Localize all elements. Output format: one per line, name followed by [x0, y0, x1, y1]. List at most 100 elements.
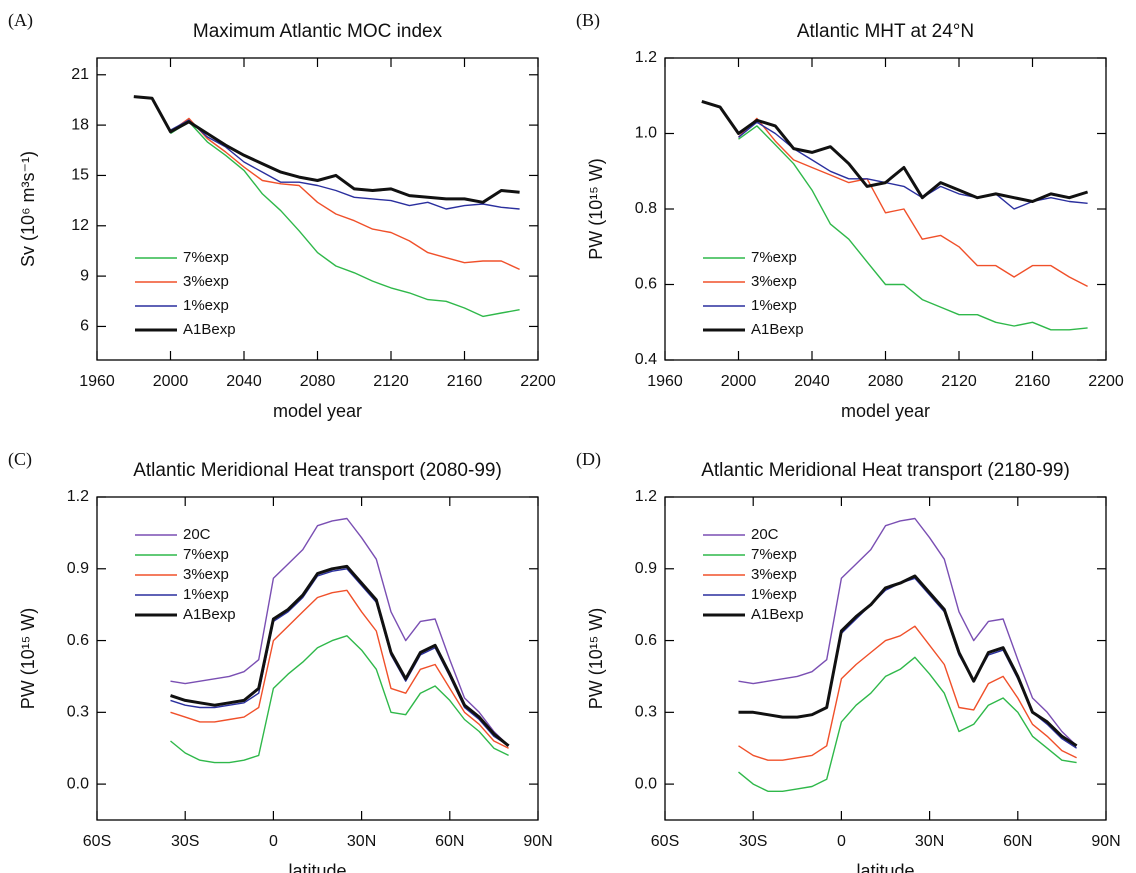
y-tick-label: 0.4 — [635, 351, 657, 368]
legend-label: 20C — [183, 526, 211, 543]
series-line — [170, 635, 509, 764]
plot-frame — [96, 57, 539, 361]
legend-label: 3%exp — [751, 273, 797, 290]
panel-label: (D) — [576, 449, 601, 470]
x-tick-label: 60N — [435, 833, 464, 850]
series-line — [170, 117, 520, 271]
x-tick-label: 0 — [269, 833, 278, 850]
legend-label: A1Bexp — [183, 321, 236, 338]
legend-label: 1%exp — [751, 297, 797, 314]
panel-title: Atlantic MHT at 24°N — [797, 21, 974, 42]
x-tick-label: 90N — [523, 833, 552, 850]
y-tick-label: 0.8 — [635, 200, 657, 217]
plot-frame — [96, 496, 539, 821]
y-tick-label: 0.6 — [635, 276, 657, 293]
series-line — [738, 625, 1077, 761]
panel-label: (B) — [576, 10, 600, 31]
y-tick-label: 6 — [80, 318, 89, 335]
legend-label: A1Bexp — [751, 321, 804, 338]
x-tick-label: 30S — [171, 833, 199, 850]
x-tick-label: 2080 — [868, 373, 904, 390]
legend-label: 3%exp — [751, 566, 797, 583]
panel-title: Atlantic Meridional Heat transport (2080… — [133, 460, 502, 481]
x-tick-label: 2000 — [721, 373, 757, 390]
x-tick-label: 2000 — [153, 373, 189, 390]
x-tick-label: 2120 — [373, 373, 409, 390]
y-tick-label: 15 — [71, 167, 89, 184]
x-axis-label: model year — [841, 401, 930, 421]
y-tick-label: 1.2 — [67, 488, 89, 505]
y-tick-label: 0.6 — [635, 632, 657, 649]
panel-label: (C) — [8, 449, 32, 470]
x-tick-label: 60S — [83, 833, 111, 850]
x-tick-label: 1960 — [79, 373, 115, 390]
legend-label: 7%exp — [183, 546, 229, 563]
x-axis-label: model year — [273, 401, 362, 421]
panel-title: Atlantic Meridional Heat transport (2180… — [701, 460, 1070, 481]
panel-label: (A) — [8, 10, 33, 31]
y-tick-label: 18 — [71, 116, 89, 133]
y-tick-label: 0.3 — [635, 704, 657, 721]
x-axis-label: latitude — [288, 861, 346, 873]
y-tick-label: 1.0 — [635, 125, 657, 142]
x-tick-label: 30S — [739, 833, 767, 850]
legend-label: 20C — [751, 526, 779, 543]
y-tick-label: 0.0 — [635, 775, 657, 792]
panel: (D) Atlantic Meridional Heat transport (2… — [576, 449, 1121, 873]
x-tick-label: 2200 — [1088, 373, 1124, 390]
panel-title: Maximum Atlantic MOC index — [193, 21, 443, 42]
plot-frame — [664, 57, 1107, 361]
series-line — [170, 564, 510, 747]
y-tick-label: 9 — [80, 267, 89, 284]
y-axis-label: Sv (10⁶ m³s⁻¹) — [18, 151, 38, 267]
series-line — [738, 125, 1088, 331]
y-tick-label: 12 — [71, 217, 89, 234]
series-line — [170, 119, 520, 210]
x-tick-label: 2200 — [520, 373, 556, 390]
x-tick-label: 1960 — [647, 373, 683, 390]
x-tick-label: 60N — [1003, 833, 1032, 850]
series-line — [738, 574, 1078, 748]
y-tick-label: 0.9 — [67, 560, 89, 577]
panel: (B) Atlantic MHT at 24°N model year PW (10¹… — [576, 10, 1124, 421]
x-tick-label: 2040 — [226, 373, 262, 390]
series-line — [170, 121, 520, 318]
y-tick-label: 1.2 — [635, 488, 657, 505]
plot-frame — [664, 496, 1107, 821]
panel: (A) Maximum Atlantic MOC index model year S… — [8, 10, 556, 421]
y-tick-label: 21 — [71, 66, 89, 83]
series-line — [170, 517, 510, 747]
series-line — [701, 99, 1089, 203]
y-tick-label: 0.6 — [67, 632, 89, 649]
x-tick-label: 2080 — [300, 373, 336, 390]
legend-label: A1Bexp — [751, 606, 804, 623]
legend-label: A1Bexp — [183, 606, 236, 623]
y-axis-label: PW (10¹⁵ W) — [586, 608, 606, 709]
x-tick-label: 90N — [1091, 833, 1120, 850]
series-line — [133, 95, 520, 204]
x-axis-label: latitude — [856, 861, 914, 873]
series-line — [738, 517, 1078, 747]
x-tick-label: 2160 — [447, 373, 483, 390]
panel: (C) Atlantic Meridional Heat transport (2… — [8, 449, 553, 873]
y-tick-label: 1.2 — [635, 49, 657, 66]
y-tick-label: 0.9 — [635, 560, 657, 577]
series-line — [738, 656, 1077, 792]
x-tick-label: 2160 — [1015, 373, 1051, 390]
y-axis-label: PW (10¹⁵ W) — [18, 608, 38, 709]
legend-label: 7%exp — [183, 249, 229, 266]
x-tick-label: 30N — [347, 833, 376, 850]
y-axis-label: PW (10¹⁵ W) — [586, 158, 606, 259]
x-tick-label: 2040 — [794, 373, 830, 390]
x-tick-label: 2120 — [941, 373, 977, 390]
x-tick-label: 30N — [915, 833, 944, 850]
legend-label: 1%exp — [751, 586, 797, 603]
x-tick-label: 60S — [651, 833, 679, 850]
x-tick-label: 0 — [837, 833, 846, 850]
legend-label: 7%exp — [751, 249, 797, 266]
legend-label: 1%exp — [183, 586, 229, 603]
legend-label: 1%exp — [183, 297, 229, 314]
series-line — [737, 117, 1088, 288]
y-tick-label: 0.0 — [67, 775, 89, 792]
